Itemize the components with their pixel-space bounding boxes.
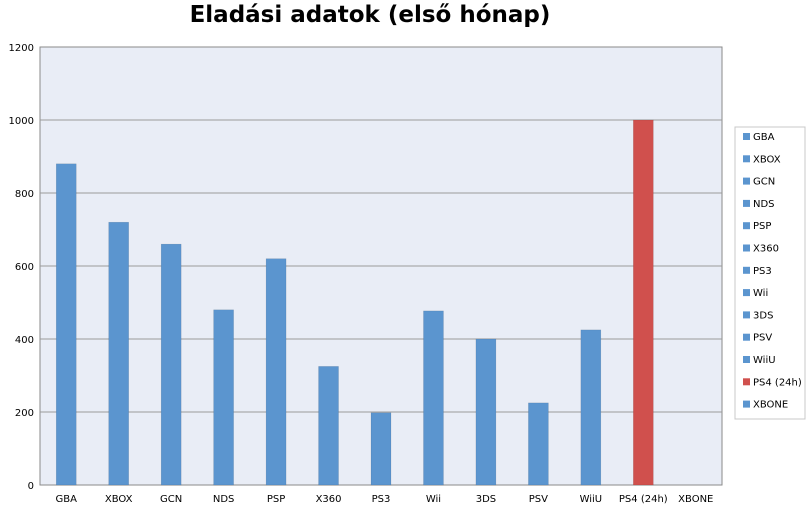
legend-swatch — [743, 333, 750, 341]
y-tick-label: 200 — [15, 408, 34, 419]
y-axis-ticks: 0 200 400 600 800 1000 1200 — [9, 43, 34, 492]
legend-label: XBOX — [753, 154, 781, 165]
y-tick-label: 400 — [15, 335, 34, 346]
bar-ps4-24h — [633, 119, 654, 486]
legend-label: XBONE — [753, 400, 788, 411]
y-tick-label: 1200 — [9, 43, 34, 54]
legend-label: NDS — [753, 199, 775, 210]
x-tick-label: PSP — [267, 494, 285, 505]
legend-label: Wii — [753, 288, 768, 299]
legend-swatch — [743, 289, 750, 297]
bar-x360 — [318, 366, 339, 486]
bar-nds — [213, 309, 234, 486]
x-tick-label: PSV — [529, 494, 548, 505]
legend: GBA XBOX GCN NDS PSP X360 PS3 Wii 3DS PSV WiiU PS4 … — [743, 132, 802, 411]
bar-wiiu — [580, 329, 602, 486]
y-tick-label: 1000 — [9, 116, 34, 127]
x-tick-label: WiiU — [580, 494, 603, 505]
legend-label: 3DS — [753, 310, 773, 321]
x-tick-label: XBONE — [678, 494, 713, 505]
legend-swatch — [743, 133, 750, 140]
bars — [55, 119, 654, 486]
bar-gcn — [160, 243, 182, 486]
legend-label: PSV — [753, 333, 772, 344]
bar-wii — [423, 310, 444, 486]
legend-swatch — [743, 222, 750, 230]
bar-xbox — [108, 221, 129, 486]
legend-label: WiiU — [753, 355, 776, 366]
legend-swatch — [743, 400, 750, 408]
legend-swatch — [743, 378, 750, 386]
legend-swatch — [743, 356, 750, 363]
legend-swatch — [743, 199, 750, 207]
x-tick-label: X360 — [316, 494, 342, 505]
x-tick-label: 3DS — [476, 494, 496, 505]
legend-label: GCN — [753, 177, 775, 188]
legend-label: PS4 (24h) — [753, 377, 802, 388]
legend-label: PS3 — [753, 266, 772, 277]
legend-swatch — [743, 311, 750, 319]
y-tick-label: 0 — [28, 481, 34, 492]
chart-title: Eladási adatok (első hónap) — [189, 2, 551, 28]
x-tick-label: GCN — [160, 494, 182, 505]
bar-gba — [55, 163, 77, 486]
x-tick-label: Wii — [426, 494, 441, 505]
bar-ps3 — [370, 412, 392, 486]
bar-psp — [265, 258, 287, 486]
legend-label: GBA — [753, 132, 775, 143]
legend-swatch — [743, 266, 750, 274]
x-tick-label: PS3 — [372, 494, 391, 505]
gridlines — [40, 119, 722, 413]
bar-3ds — [475, 338, 497, 486]
legend-swatch — [743, 177, 750, 185]
legend-swatch — [743, 155, 750, 163]
y-tick-label: 600 — [15, 262, 34, 273]
x-tick-label: PS4 (24h) — [619, 494, 668, 505]
legend-label: X360 — [753, 244, 779, 255]
x-tick-label: XBOX — [105, 494, 133, 505]
legend-swatch — [743, 244, 750, 252]
bar-psv — [528, 402, 549, 486]
x-axis-ticks: GBA XBOX GCN NDS PSP X360 PS3 Wii 3DS PSV WiiU PS4 … — [56, 494, 714, 505]
x-tick-label: NDS — [213, 494, 235, 505]
x-tick-label: GBA — [56, 494, 78, 505]
y-tick-label: 800 — [15, 189, 34, 200]
legend-label: PSP — [753, 221, 771, 232]
